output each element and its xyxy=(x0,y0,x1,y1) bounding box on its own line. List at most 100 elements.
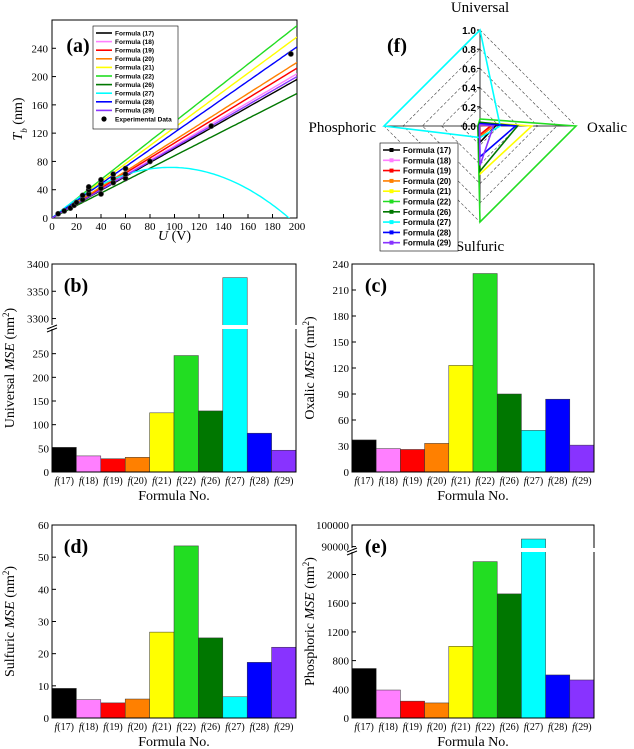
y-tick-label: 2000 xyxy=(327,570,350,582)
panel-label: (a) xyxy=(66,35,89,57)
y-tick-label: 400 xyxy=(333,684,350,696)
plot-frame-bottom xyxy=(351,552,595,719)
panel-label: (d) xyxy=(64,536,88,558)
legend-label: Formula (26) xyxy=(115,82,154,89)
y-tick-label: 100000 xyxy=(316,520,350,532)
legend-marker xyxy=(389,168,394,173)
y-tick-label: 3400 xyxy=(27,259,50,271)
x-tick-label: f(19) xyxy=(403,476,422,487)
x-tick-label: 0 xyxy=(49,221,55,233)
y-tick-label: 200 xyxy=(33,372,50,384)
x-tick-label: f(18) xyxy=(79,476,98,487)
bar xyxy=(76,699,102,719)
x-tick-label: f(29) xyxy=(572,476,591,487)
legend-label: Formula (26) xyxy=(403,208,451,217)
bar xyxy=(400,449,425,473)
bar xyxy=(222,696,248,719)
x-tick-label: f(27) xyxy=(524,722,543,733)
x-tick-label: f(22) xyxy=(475,476,494,487)
radar-axis-label: Sulfuric xyxy=(456,239,505,255)
data-point xyxy=(98,176,104,183)
y-tick-label: 90000 xyxy=(322,542,350,554)
legend-label: Formula (18) xyxy=(115,39,154,46)
x-tick-label: f(28) xyxy=(548,476,567,487)
x-tick-label: f(28) xyxy=(250,722,269,733)
radar-series xyxy=(476,118,578,224)
legend-label: Formula (28) xyxy=(115,99,154,106)
bar xyxy=(51,688,77,719)
y-tick-label: 0 xyxy=(344,713,350,725)
panel-e: 0 400 800 1200 1600 2000 90000 100000 f(17) f(18)… xyxy=(301,520,598,749)
x-tick-label: f(21) xyxy=(451,722,470,733)
legend-label: Formula (17) xyxy=(403,146,451,155)
x-tick-label: f(18) xyxy=(79,722,98,733)
y-tick-label: 120 xyxy=(32,128,49,140)
series-line xyxy=(52,75,297,218)
bar xyxy=(448,646,474,719)
legend-label: Formula (22) xyxy=(403,198,451,207)
data-point xyxy=(55,210,62,217)
legend-label: Formula (19) xyxy=(403,167,451,176)
legend-box xyxy=(92,25,179,130)
y-tick-label: 240 xyxy=(333,259,350,271)
x-tick-label: 180 xyxy=(264,221,281,233)
y-tick-label: 240 xyxy=(32,43,49,55)
plot-frame-top xyxy=(51,263,297,325)
radar-axis-label: Oxalic xyxy=(587,120,627,136)
x-tick-label: f(26) xyxy=(201,722,220,733)
x-tick-label: f(20) xyxy=(427,722,446,733)
x-tick-label: f(21) xyxy=(152,722,171,733)
bar xyxy=(124,698,150,719)
bar xyxy=(351,439,377,473)
x-tick-label: f(27) xyxy=(225,722,244,733)
panel-label: (e) xyxy=(365,536,387,558)
radar-tick-label: 0.6 xyxy=(462,64,476,75)
legend-label: Formula (29) xyxy=(403,239,451,248)
bar xyxy=(472,561,498,719)
legend-label: Formula (17) xyxy=(115,30,154,37)
x-tick-label: 40 xyxy=(96,221,108,233)
x-tick-label: f(21) xyxy=(152,476,171,487)
y-axis-title: Phosphoric MSE (nm2) xyxy=(301,557,318,686)
bar xyxy=(100,702,126,719)
x-tick-label: f(19) xyxy=(403,722,422,733)
y-tick-label: 40 xyxy=(38,584,50,596)
legend-marker xyxy=(389,148,394,152)
x-tick-label: f(20) xyxy=(128,476,147,487)
series-line xyxy=(52,67,297,218)
axis-break-gap xyxy=(348,548,598,552)
radar-series xyxy=(478,123,495,166)
panel-label: (f) xyxy=(387,35,407,57)
bar xyxy=(76,455,102,473)
bar xyxy=(545,398,571,473)
y-tick-label: 160 xyxy=(32,100,49,112)
legend: Formula (17)Formula (18)Formula (19)Form… xyxy=(92,25,179,130)
x-tick-label: f(27) xyxy=(225,476,244,487)
bar xyxy=(173,545,199,719)
bar xyxy=(198,410,224,473)
bar xyxy=(149,412,175,473)
data-point xyxy=(79,192,86,199)
y-tick-label: 50 xyxy=(38,552,50,564)
data-point xyxy=(122,171,129,178)
y-tick-label: 0 xyxy=(43,213,49,225)
legend-label: Formula (22) xyxy=(115,73,154,80)
bar xyxy=(496,393,522,473)
x-axis-title: Formula No. xyxy=(138,735,210,749)
radar-legend: Formula (17)Formula (18) Formula (19) Form… xyxy=(379,142,459,252)
legend-label: Formula (18) xyxy=(403,156,451,165)
y-tick-label: 1600 xyxy=(327,598,350,610)
legend-label: Experimental Data xyxy=(115,116,172,123)
y-tick-label: 0 xyxy=(44,713,50,725)
x-tick-label: 160 xyxy=(240,221,257,233)
legend-label: Formula (20) xyxy=(115,56,154,63)
y-axis-title: Sulfuric MSE (nm2) xyxy=(1,566,18,677)
y-tick-label: 210 xyxy=(333,285,350,297)
y-tick-label: 60 xyxy=(38,520,50,532)
y-tick-label: 3300 xyxy=(27,314,50,326)
legend-marker xyxy=(101,116,107,122)
y-tick-label: 80 xyxy=(37,156,49,168)
x-tick-label: f(22) xyxy=(176,722,195,733)
x-axis-title: U (V) xyxy=(158,229,191,244)
